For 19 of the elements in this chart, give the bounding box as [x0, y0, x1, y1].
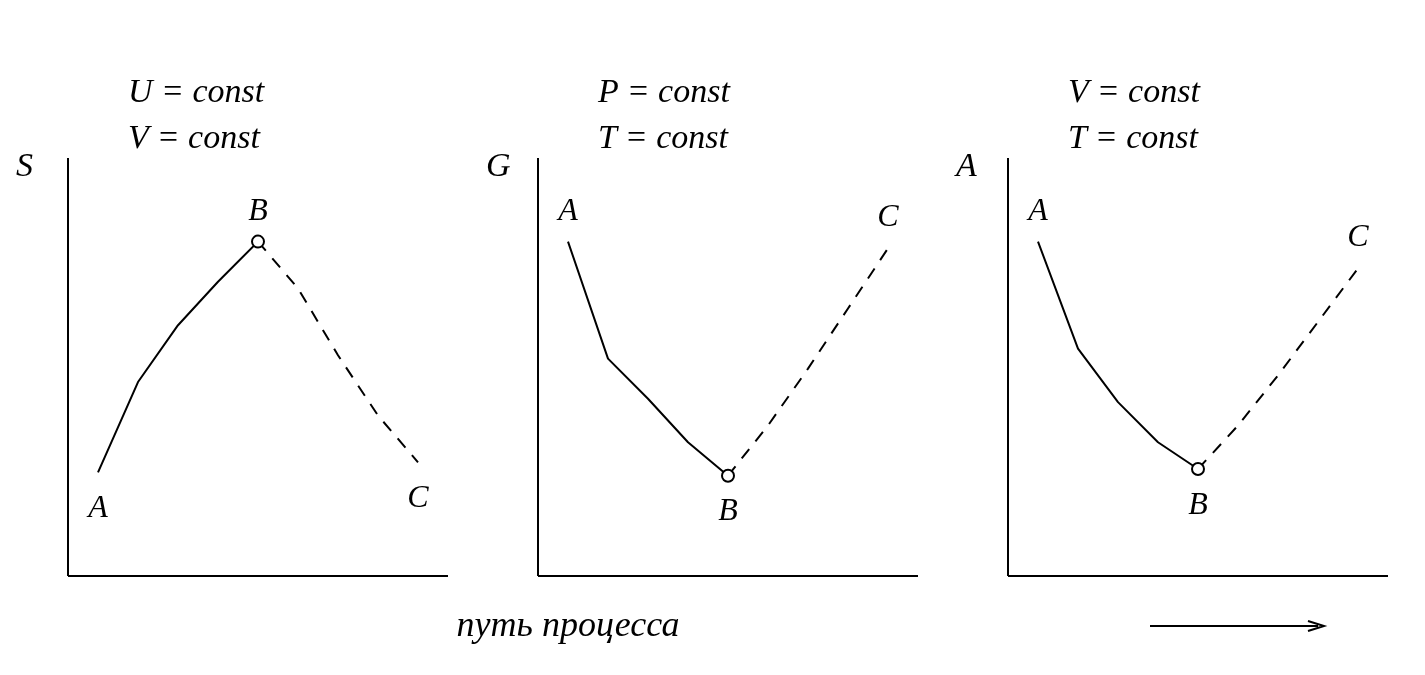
annotation: C [407, 478, 430, 515]
annotation: B [718, 491, 738, 528]
y-axis-title: G [486, 146, 511, 184]
y-axis-title: A [956, 146, 977, 184]
x-axis-title: путь процесса [455, 603, 681, 645]
text: A [1026, 190, 1049, 227]
chart-subtitle: V = const [128, 117, 262, 157]
text: B [248, 190, 268, 227]
text: C [877, 197, 900, 234]
chart-title: U = const [128, 71, 265, 111]
annotation: C [1347, 217, 1370, 254]
chart-title: P = const [598, 71, 730, 111]
chart-subtitle: T = const [598, 117, 730, 157]
annotation: A [86, 488, 109, 525]
text: A [556, 190, 579, 227]
chart-subtitle: T = const [1068, 117, 1200, 157]
y-axis-title: S [16, 146, 33, 184]
chart-title: V = const [1068, 71, 1200, 111]
annotation: B [1188, 484, 1208, 521]
